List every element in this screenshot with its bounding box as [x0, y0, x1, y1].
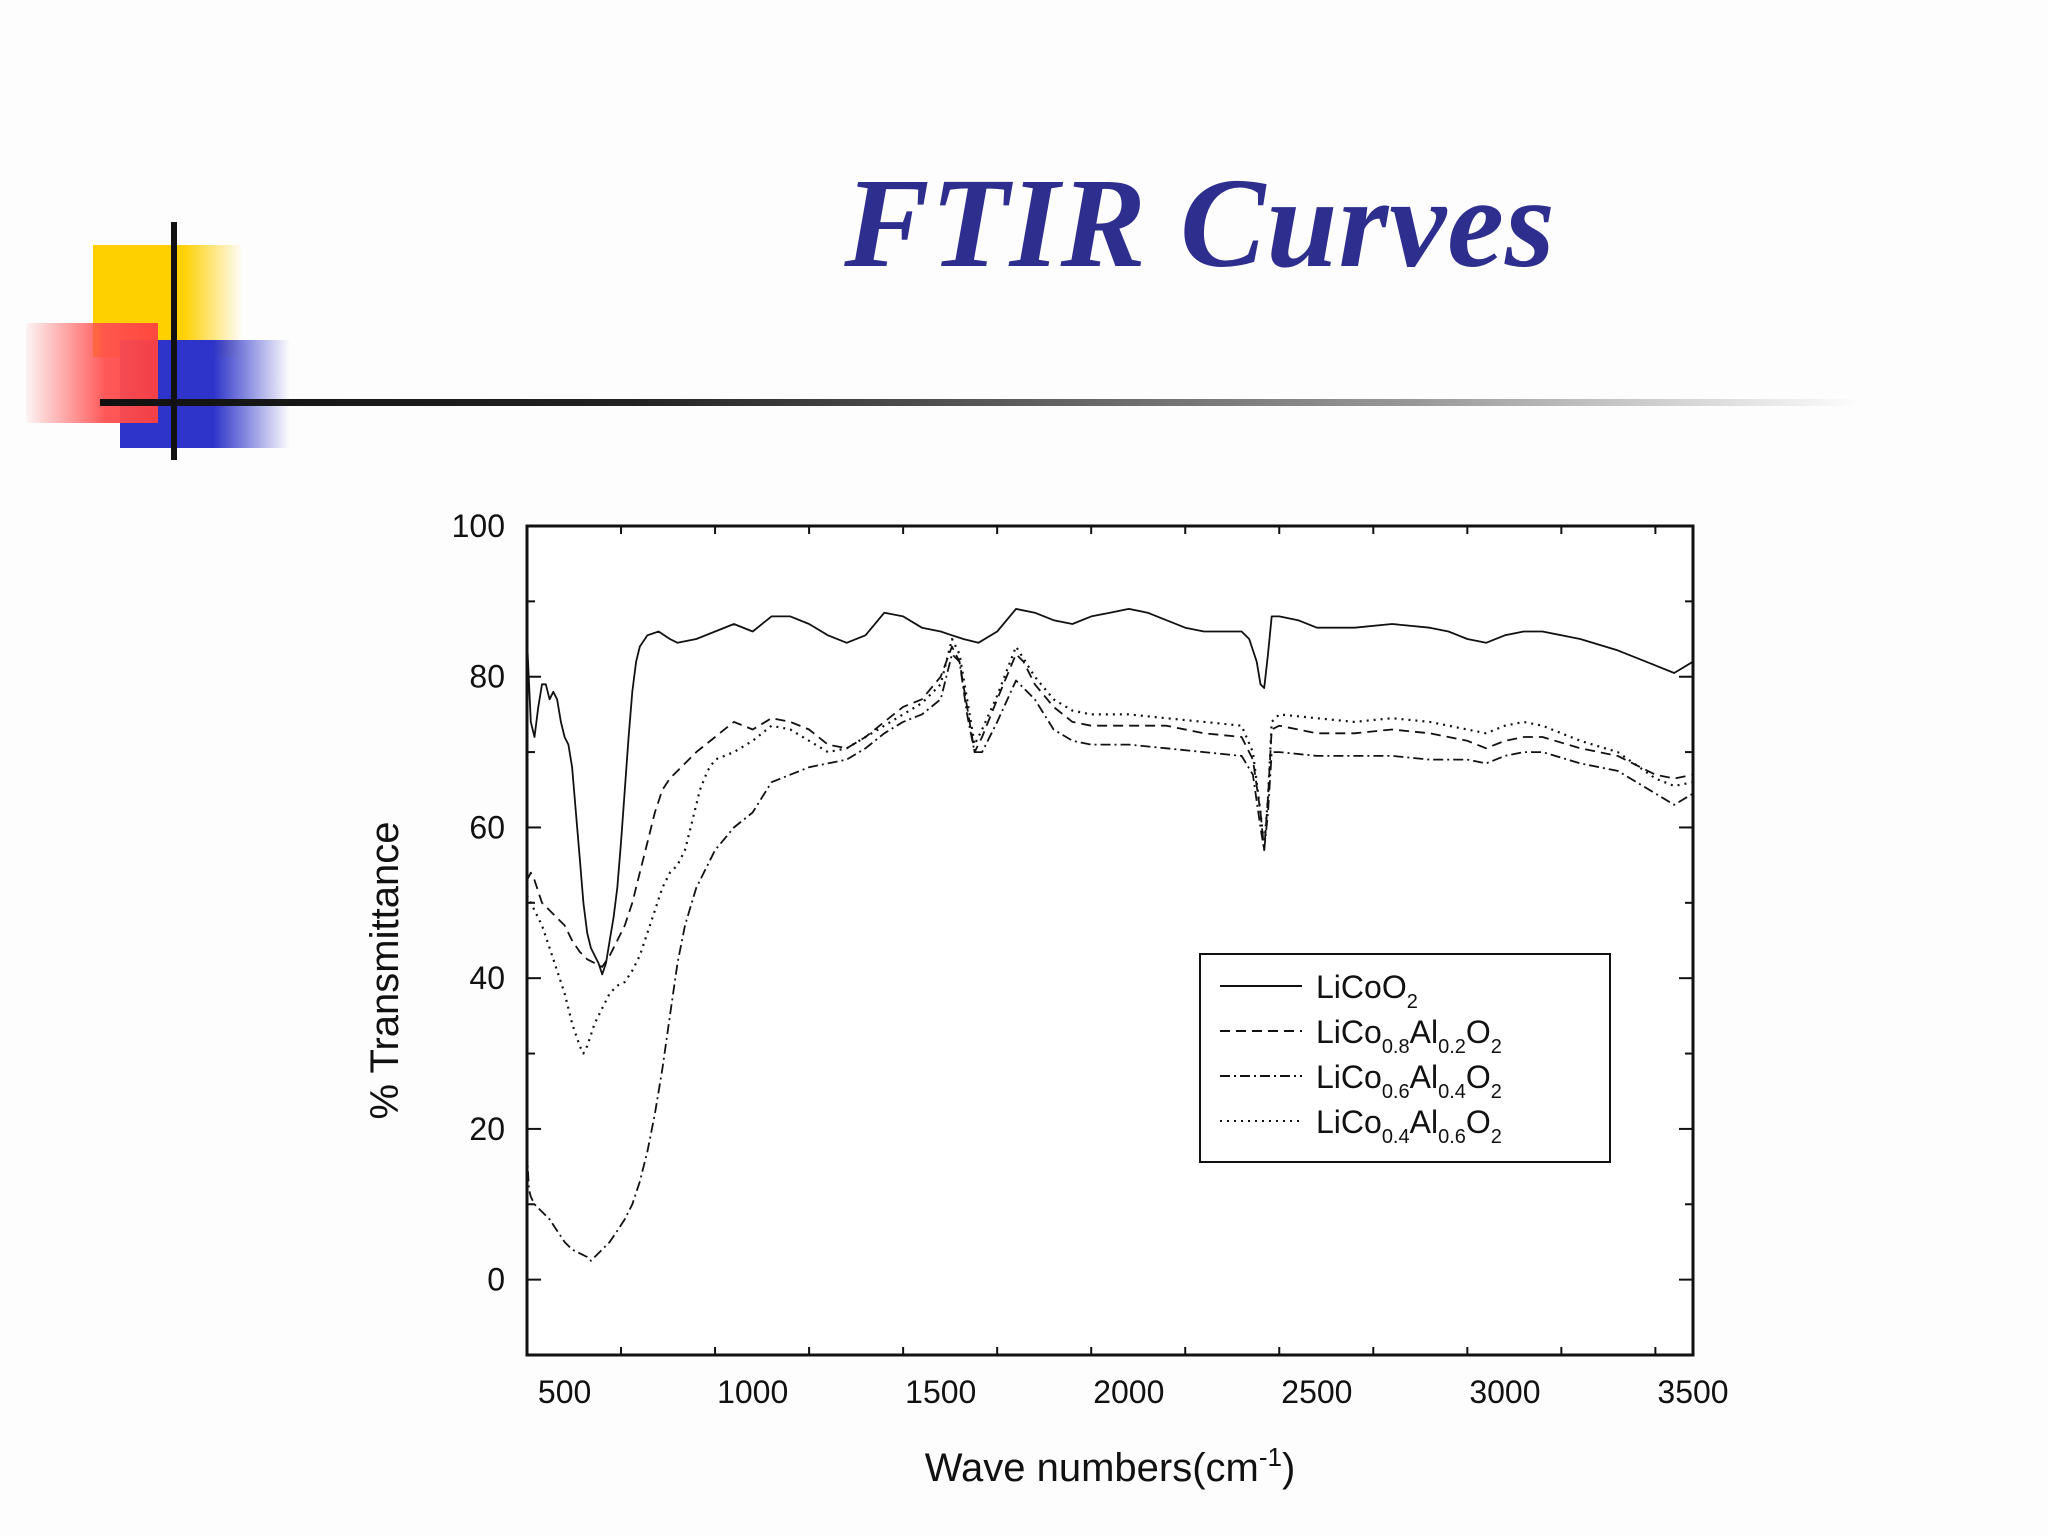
x-tick-label: 1500	[905, 1374, 976, 1410]
y-tick-label: 100	[452, 508, 505, 544]
slide-title: FTIR Curves	[844, 152, 1556, 294]
series-line-3	[527, 653, 1693, 1262]
x-tick-label: 3500	[1657, 1374, 1728, 1410]
y-tick-label: 60	[469, 809, 505, 845]
x-tick-label: 3000	[1469, 1374, 1540, 1410]
y-tick-label: 80	[469, 659, 505, 695]
x-tick-label: 500	[538, 1374, 591, 1410]
decor-red-square	[26, 323, 158, 423]
x-tick-label: 2500	[1281, 1374, 1352, 1410]
legend-label-4: LiCo0.4Al0.6O2	[1316, 1104, 1502, 1148]
y-tick-label: 20	[469, 1111, 505, 1147]
legend-label-2: LiCo0.8Al0.2O2	[1316, 1014, 1502, 1058]
plot-frame	[525, 524, 1695, 1357]
legend-label-1: LiCoO2	[1316, 969, 1418, 1013]
decor-vertical-line	[171, 222, 177, 460]
x-tick-label: 1000	[717, 1374, 788, 1410]
legend-label-3: LiCo0.6Al0.4O2	[1316, 1059, 1502, 1103]
legend-box	[1199, 953, 1611, 1163]
y-tick-label: 40	[469, 960, 505, 996]
x-tick-label: 2000	[1093, 1374, 1164, 1410]
y-axis-label: % Transmittance	[363, 822, 407, 1120]
series-line-2	[527, 645, 1693, 968]
series-line-1	[527, 608, 1693, 976]
x-axis-label: Wave numbers(cm-1)	[925, 1442, 1296, 1490]
decor-horizontal-line	[100, 399, 1860, 406]
y-tick-label: 0	[487, 1262, 505, 1298]
